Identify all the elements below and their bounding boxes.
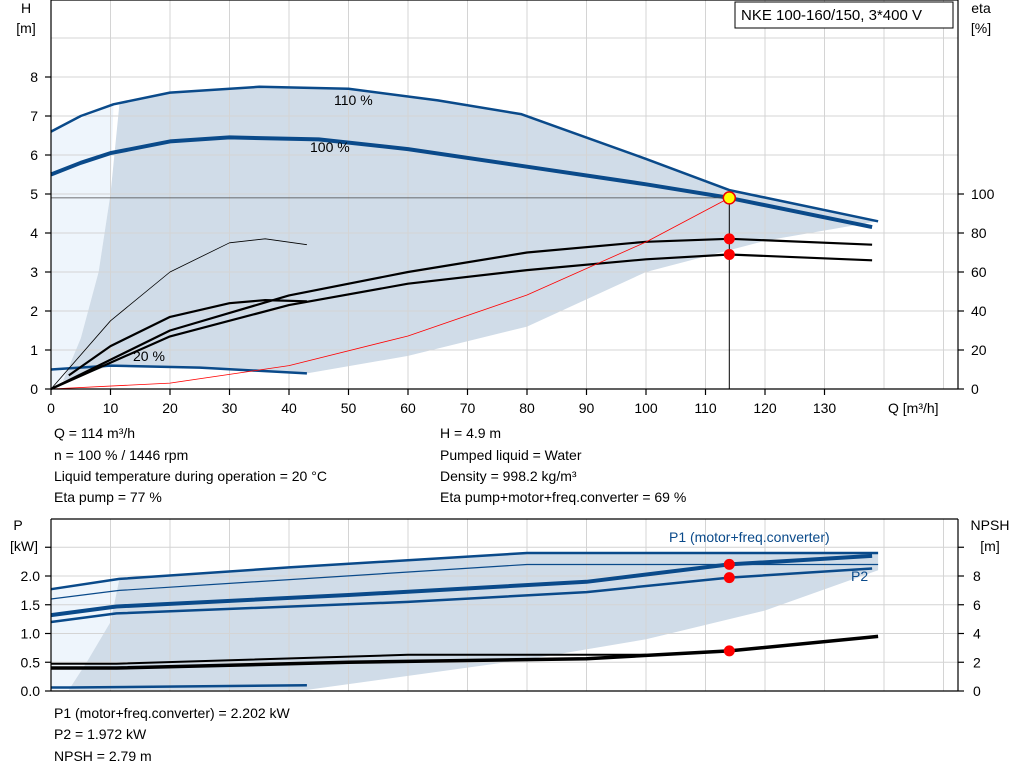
npsh-tick-label: 0 bbox=[973, 683, 981, 699]
x-tick-label: 110 bbox=[694, 400, 717, 416]
eta-total-point bbox=[723, 248, 735, 260]
curve-eta_low_b bbox=[68, 299, 307, 377]
x-tick-label: 0 bbox=[47, 400, 55, 416]
y-tick-label: 0 bbox=[30, 381, 38, 397]
label-p2: P2 bbox=[851, 568, 868, 584]
info-eta-total: Eta pump+motor+freq.converter = 69 % bbox=[440, 489, 686, 505]
p-tick-label: 2.0 bbox=[21, 568, 41, 584]
info-npsh: NPSH = 2.79 m bbox=[54, 748, 152, 764]
curve-p1_100 bbox=[50, 553, 873, 618]
y-tick-label: 3 bbox=[30, 264, 38, 280]
info-bottom: P1 (motor+freq.converter) = 2.202 kW P2 … bbox=[54, 705, 291, 764]
npsh-tick-label: 6 bbox=[973, 597, 981, 613]
curve-npsh_a bbox=[51, 634, 879, 670]
operating-region bbox=[68, 553, 879, 690]
info-h: H = 4.9 m bbox=[440, 425, 501, 441]
p-axis-unit: [kW] bbox=[10, 538, 38, 554]
y-tick-label: 6 bbox=[30, 147, 38, 163]
curve-eta_pump bbox=[50, 237, 873, 390]
y-tick-label: 4 bbox=[30, 225, 38, 241]
p-tick-label: 0.0 bbox=[21, 683, 41, 699]
y-tick-label: 1 bbox=[30, 342, 38, 358]
x-tick-label: 10 bbox=[103, 400, 119, 416]
info-p1: P1 (motor+freq.converter) = 2.202 kW bbox=[54, 705, 291, 721]
y-tick-label: 8 bbox=[30, 69, 38, 85]
y2-axis-unit: [%] bbox=[971, 20, 991, 36]
label-100: 100 % bbox=[310, 139, 350, 155]
p-tick-label: 1.5 bbox=[21, 597, 41, 613]
y2-tick-label: 100 bbox=[971, 186, 995, 202]
curve-eta_low_a bbox=[50, 238, 307, 390]
head-chart: 0 10 20 30 40 50 60 70 80 90 100 110 120 130012345678… bbox=[30, 0, 995, 416]
p2-point bbox=[723, 572, 735, 584]
title-box bbox=[734, 1, 954, 29]
info-q: Q = 114 m³/h bbox=[54, 425, 135, 441]
y-tick-label: 5 bbox=[30, 186, 38, 202]
info-speed: n = 100 % / 1446 rpm bbox=[54, 447, 188, 463]
x-axis-label: Q [m³/h] bbox=[888, 400, 939, 416]
info-eta-pump: Eta pump = 77 % bbox=[54, 489, 162, 505]
curve-h110 bbox=[50, 85, 879, 223]
npsh-tick-label: 4 bbox=[973, 626, 981, 642]
curve-eta_total bbox=[50, 253, 873, 391]
label-110: 110 % bbox=[334, 92, 373, 108]
npsh-tick-label: 8 bbox=[973, 568, 981, 584]
x-tick-label: 90 bbox=[579, 400, 595, 416]
label-20: 20 % bbox=[133, 348, 165, 364]
x-tick-label: 70 bbox=[460, 400, 476, 416]
curve-p2_110 bbox=[50, 563, 879, 600]
info-top: Q = 114 m³/h n = 100 % / 1446 rpm Liquid… bbox=[54, 425, 686, 505]
info-p2: P2 = 1.972 kW bbox=[54, 726, 147, 742]
npsh-tick-label: 2 bbox=[973, 654, 981, 670]
y2-tick-label: 20 bbox=[971, 342, 987, 358]
y2-tick-label: 0 bbox=[971, 381, 979, 397]
y-tick-label: 7 bbox=[30, 108, 38, 124]
p-tick-label: 0.5 bbox=[21, 654, 41, 670]
x-tick-label: 40 bbox=[281, 400, 297, 416]
x-tick-label: 50 bbox=[341, 400, 357, 416]
curve-p1_110 bbox=[50, 551, 879, 591]
curve-p_low bbox=[51, 684, 307, 689]
p1-point bbox=[723, 558, 735, 570]
y-tick-label: 2 bbox=[30, 303, 38, 319]
info-density: Density = 998.2 kg/m³ bbox=[440, 468, 577, 484]
npsh-point bbox=[723, 645, 735, 657]
y-axis-unit: [m] bbox=[16, 20, 35, 36]
x-tick-label: 100 bbox=[634, 400, 658, 416]
x-tick-label: 20 bbox=[162, 400, 178, 416]
y-axis-label: H bbox=[21, 0, 31, 16]
curve-system bbox=[50, 197, 730, 390]
x-tick-label: 60 bbox=[400, 400, 416, 416]
y2-tick-label: 60 bbox=[971, 264, 987, 280]
power-chart: 0.0 0.5 1.0 1.5 2.0 0 2 4 6 8 bbox=[21, 518, 981, 699]
y2-tick-label: 80 bbox=[971, 225, 987, 241]
y2-axis-label: eta bbox=[971, 0, 991, 16]
info-temp: Liquid temperature during operation = 20… bbox=[54, 468, 327, 484]
curve-h100 bbox=[50, 135, 873, 230]
light-region bbox=[51, 104, 114, 390]
curve-p2_100 bbox=[50, 567, 873, 624]
p-tick-label: 1.0 bbox=[21, 626, 41, 642]
x-tick-label: 30 bbox=[222, 400, 238, 416]
info-liquid: Pumped liquid = Water bbox=[440, 447, 582, 463]
operating-region bbox=[62, 86, 879, 382]
label-p1: P1 (motor+freq.converter) bbox=[669, 529, 830, 545]
duty-point bbox=[722, 191, 737, 205]
npsh-axis-unit: [m] bbox=[980, 538, 999, 554]
chart-title: NKE 100-160/150, 3*400 V bbox=[741, 7, 922, 24]
npsh-axis-label: NPSH bbox=[971, 517, 1010, 533]
x-tick-label: 80 bbox=[519, 400, 535, 416]
p-axis-label: P bbox=[13, 517, 22, 533]
y2-tick-label: 40 bbox=[971, 303, 987, 319]
eta-pump-point bbox=[723, 233, 735, 245]
x-tick-label: 130 bbox=[813, 400, 837, 416]
curve-npsh_b bbox=[51, 653, 646, 665]
x-tick-label: 120 bbox=[753, 400, 777, 416]
